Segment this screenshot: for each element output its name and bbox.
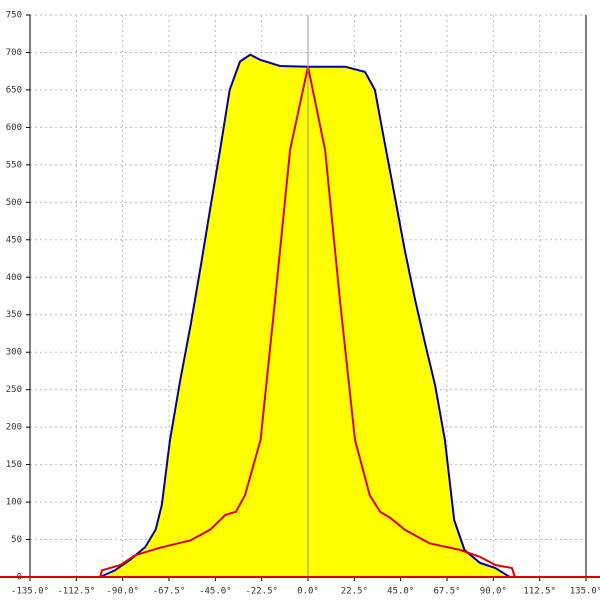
x-tick-label: -112.5° — [57, 587, 95, 597]
y-tick-label: 600 — [6, 123, 22, 133]
x-tick-label: -22.5° — [245, 587, 278, 597]
y-tick-label: 50 — [11, 535, 22, 545]
x-tick-label: 135.0° — [570, 587, 600, 597]
x-tick-label: 0.0° — [297, 587, 319, 597]
x-tick-label: 22.5° — [341, 587, 368, 597]
y-tick-label: 150 — [6, 460, 22, 470]
y-tick-label: 700 — [6, 48, 22, 58]
y-tick-label: 650 — [6, 85, 22, 95]
x-tick-label: 45.0° — [387, 587, 414, 597]
y-tick-label: 400 — [6, 273, 22, 283]
y-tick-label: 550 — [6, 160, 22, 170]
y-tick-label: 300 — [6, 348, 22, 358]
y-tick-label: 450 — [6, 235, 22, 245]
y-tick-label: 250 — [6, 385, 22, 395]
y-tick-label: 500 — [6, 198, 22, 208]
y-tick-label: 350 — [6, 310, 22, 320]
y-tick-label: 750 — [6, 11, 22, 21]
line — [99, 53, 511, 578]
y-tick-label: 200 — [6, 423, 22, 433]
x-tick-label: -135.0° — [11, 587, 49, 597]
x-tick-label: 112.5° — [523, 587, 556, 597]
x-tick-label: -90.0° — [106, 587, 139, 597]
y-tick-label: 100 — [6, 498, 22, 508]
x-tick-label: -67.5° — [153, 587, 186, 597]
x-tick-label: -45.0° — [199, 587, 232, 597]
x-tick-label: 90.0° — [480, 587, 507, 597]
x-tick-label: 67.5° — [433, 587, 460, 597]
area — [100, 54, 510, 577]
